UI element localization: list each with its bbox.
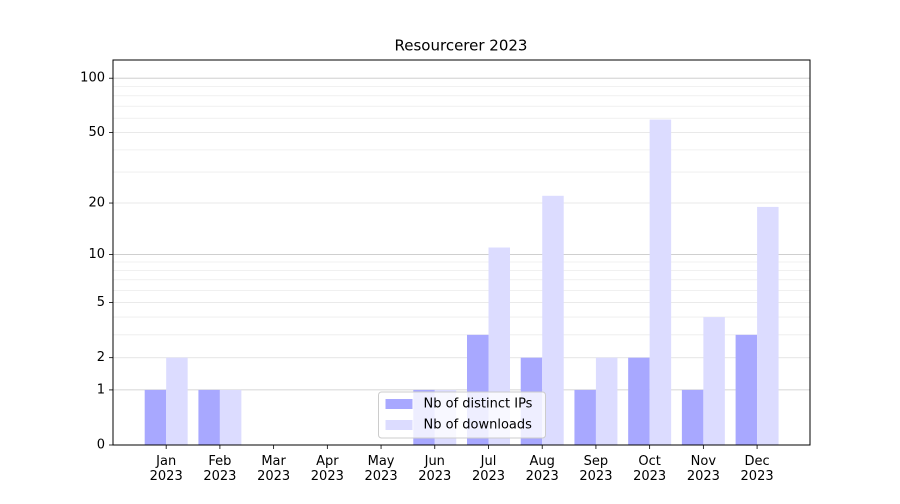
x-tick-label: Jun 2023 bbox=[418, 454, 451, 484]
bar bbox=[198, 389, 220, 445]
y-tick-label: 0 bbox=[97, 438, 105, 453]
legend: Nb of distinct IPs Nb of downloads bbox=[378, 391, 546, 439]
x-tick-label: May 2023 bbox=[365, 454, 398, 484]
bar bbox=[542, 195, 564, 445]
bar bbox=[219, 389, 242, 445]
bar bbox=[595, 357, 618, 445]
x-tick-label: Feb 2023 bbox=[203, 454, 236, 484]
bar bbox=[757, 206, 779, 445]
y-tick-label: 1 bbox=[97, 382, 105, 397]
legend-swatch bbox=[385, 420, 413, 430]
y-tick-label: 20 bbox=[88, 196, 105, 211]
legend-swatch bbox=[385, 399, 413, 409]
bar bbox=[649, 119, 672, 446]
plot-frame bbox=[112, 59, 811, 446]
x-tick-label: Aug 2023 bbox=[526, 454, 559, 484]
x-tick-label: Jul 2023 bbox=[472, 454, 505, 484]
chart-title: Resourcerer 2023 bbox=[395, 37, 528, 55]
x-tick-label: Oct 2023 bbox=[633, 454, 666, 484]
x-tick-label: Jan 2023 bbox=[150, 454, 183, 484]
y-tick-label: 2 bbox=[97, 350, 105, 365]
y-tick-label: 50 bbox=[88, 125, 105, 140]
legend-box bbox=[378, 391, 546, 439]
bar bbox=[628, 357, 650, 445]
legend-label: Nb of distinct IPs bbox=[424, 397, 533, 412]
x-tick-label: Nov 2023 bbox=[687, 454, 720, 484]
legend-label: Nb of downloads bbox=[424, 418, 533, 433]
x-tick-label: Dec 2023 bbox=[741, 454, 774, 484]
y-tick-label: 100 bbox=[80, 71, 105, 86]
bar bbox=[144, 389, 167, 445]
x-tick-label: Sep 2023 bbox=[579, 454, 612, 484]
bar bbox=[735, 334, 758, 445]
bar bbox=[703, 317, 725, 445]
x-tick-label: Apr 2023 bbox=[311, 454, 344, 484]
y-tick-label: 10 bbox=[88, 247, 105, 262]
bar bbox=[574, 389, 596, 445]
x-tick-label: Mar 2023 bbox=[257, 454, 290, 484]
bar bbox=[166, 357, 188, 445]
y-tick-label: 5 bbox=[97, 295, 105, 310]
bar bbox=[681, 389, 704, 445]
